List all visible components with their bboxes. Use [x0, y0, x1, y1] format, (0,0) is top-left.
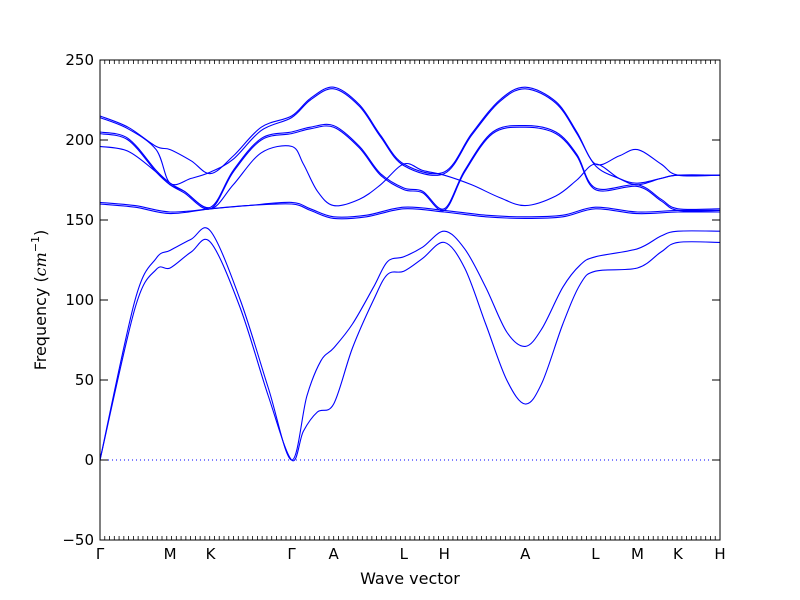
band-line-1 — [99, 238, 721, 462]
x-tick-label: M — [631, 545, 644, 563]
y-tick-label: 100 — [65, 291, 94, 309]
x-tick-label: L — [400, 545, 409, 563]
y-tick-label: 0 — [84, 451, 94, 469]
x-tick-label: Γ — [96, 545, 105, 563]
x-tick-label: A — [329, 545, 340, 563]
y-tick-label: 250 — [65, 51, 94, 69]
x-tick-label: K — [673, 545, 684, 563]
minor-ticks — [99, 60, 721, 540]
band-line-6 — [99, 125, 721, 212]
x-tick-label: H — [714, 545, 725, 563]
y-axis-label-unit-exp: −1 — [29, 236, 42, 252]
x-tick-label: Γ — [287, 545, 296, 563]
plot-background — [100, 60, 720, 540]
y-axis-label-unit: cm — [31, 252, 50, 276]
x-axis-label: Wave vector — [360, 569, 460, 588]
y-tick-label: 200 — [65, 131, 94, 149]
y-axis-ticks: −50 0 50 100 150 200 250 — [62, 51, 720, 549]
band-line-2 — [99, 227, 721, 461]
band-line-8 — [99, 86, 721, 177]
y-tick-label: 150 — [65, 211, 94, 229]
x-tick-label: H — [439, 545, 450, 563]
y-axis-label: Frequency (cm−1) — [29, 230, 50, 371]
y-axis-label-close: ) — [31, 230, 50, 236]
y-tick-label: 50 — [75, 371, 94, 389]
band-line-7 — [99, 123, 721, 211]
y-axis-label-open: ( — [31, 276, 50, 287]
series-group — [99, 86, 721, 462]
y-tick-label: −50 — [62, 531, 94, 549]
band-line-9 — [99, 88, 721, 186]
x-tick-label: M — [164, 545, 177, 563]
x-tick-label: K — [206, 545, 217, 563]
x-tick-label: A — [520, 545, 531, 563]
x-tick-label: L — [591, 545, 600, 563]
y-axis-label-text: Frequency — [31, 288, 50, 371]
